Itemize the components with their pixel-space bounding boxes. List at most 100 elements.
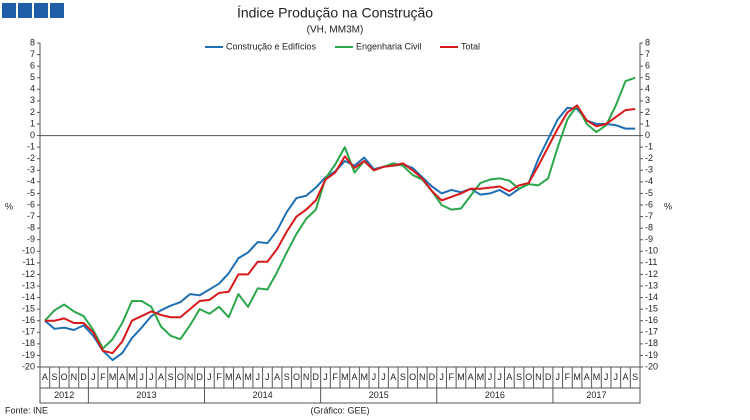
x-tick-label: J xyxy=(207,372,212,382)
x-tick-label: A xyxy=(506,372,512,382)
year-label: 2015 xyxy=(369,390,389,400)
y2-tick-label: -5 xyxy=(645,188,653,198)
x-tick-label: J xyxy=(139,372,144,382)
y-tick-label: -1 xyxy=(27,142,35,152)
x-tick-label: A xyxy=(42,372,48,382)
x-tick-label: S xyxy=(168,372,174,382)
x-tick-label: J xyxy=(381,372,386,382)
y2-tick-label: -13 xyxy=(645,280,658,290)
x-tick-label: J xyxy=(255,372,260,382)
x-tick-label: J xyxy=(149,372,154,382)
y2-tick-label: -12 xyxy=(645,269,658,279)
legend-label: Construção e Edifícios xyxy=(226,41,317,51)
y-tick-label: -9 xyxy=(27,234,35,244)
y2-tick-label: 0 xyxy=(645,130,650,140)
y-tick-label: 7 xyxy=(30,49,35,59)
logo-square xyxy=(18,3,32,18)
chart-title: Índice Produção na Construção xyxy=(237,5,433,21)
y2-tick-label: 8 xyxy=(645,37,650,47)
x-tick-label: A xyxy=(274,372,280,382)
y-tick-label: -12 xyxy=(22,269,35,279)
x-tick-label: O xyxy=(293,372,300,382)
x-tick-label: A xyxy=(119,372,125,382)
x-tick-label: M xyxy=(341,372,349,382)
x-tick-label: M xyxy=(477,372,485,382)
y-tick-label: -15 xyxy=(22,304,35,314)
x-tick-label: J xyxy=(439,372,444,382)
x-tick-label: F xyxy=(216,372,222,382)
y-tick-label: -2 xyxy=(27,153,35,163)
x-tick-label: M xyxy=(109,372,117,382)
logo-square xyxy=(34,3,48,18)
y-tick-label: -17 xyxy=(22,327,35,337)
y2-tick-label: -11 xyxy=(645,257,657,267)
y2-tick-label: -8 xyxy=(645,223,653,233)
y2-tick-label: -14 xyxy=(645,292,658,302)
y-tick-label: -16 xyxy=(22,315,35,325)
logo-square xyxy=(2,3,16,18)
x-tick-label: J xyxy=(488,372,493,382)
y-tick-label: 0 xyxy=(30,130,35,140)
y2-tick-label: -19 xyxy=(645,350,658,360)
series-line xyxy=(44,106,636,362)
x-tick-label: D xyxy=(545,372,552,382)
source: Fonte: INE xyxy=(5,405,48,415)
y2-tick-label: -10 xyxy=(645,246,658,256)
x-tick-label: D xyxy=(313,372,320,382)
year-label: 2014 xyxy=(253,390,273,400)
x-tick-label: J xyxy=(265,372,270,382)
y2-tick-label: -17 xyxy=(645,327,658,337)
y-tick-label: 4 xyxy=(30,84,35,94)
x-tick-label: S xyxy=(400,372,406,382)
y2-tick-label: -1 xyxy=(645,142,653,152)
y-tick-label: 2 xyxy=(30,107,35,117)
x-tick-label: F xyxy=(332,372,338,382)
y2-tick-label: -18 xyxy=(645,338,658,348)
x-tick-label: O xyxy=(409,372,416,382)
chart-subtitle: (VH, MM3M) xyxy=(307,25,364,36)
x-tick-label: S xyxy=(516,372,522,382)
year-label: 2017 xyxy=(586,390,606,400)
x-tick-label: J xyxy=(323,372,328,382)
y-tick-label: -14 xyxy=(22,292,35,302)
y2-tick-label: -6 xyxy=(645,199,653,209)
x-tick-label: J xyxy=(604,372,609,382)
x-tick-label: M xyxy=(573,372,581,382)
series-line xyxy=(44,76,636,350)
y-tick-label: -19 xyxy=(22,350,35,360)
x-tick-label: D xyxy=(429,372,436,382)
y-tick-label: -3 xyxy=(27,165,35,175)
y2-tick-label: 5 xyxy=(645,72,650,82)
x-tick-label: O xyxy=(61,372,68,382)
x-tick-label: N xyxy=(303,372,310,382)
y-tick-label: 6 xyxy=(30,61,35,71)
y-tick-label: -5 xyxy=(27,188,35,198)
x-tick-label: A xyxy=(158,372,164,382)
y2-tick-label: -16 xyxy=(645,315,658,325)
x-tick-label: O xyxy=(177,372,184,382)
x-tick-label: F xyxy=(449,372,455,382)
y-tick-label: 5 xyxy=(30,72,35,82)
legend-label: Engenharia Civil xyxy=(356,41,422,51)
x-tick-label: J xyxy=(372,372,377,382)
x-tick-label: S xyxy=(52,372,58,382)
x-tick-label: J xyxy=(497,372,502,382)
y2-tick-label: -3 xyxy=(645,165,653,175)
year-label: 2016 xyxy=(485,390,505,400)
x-tick-label: M xyxy=(225,372,233,382)
x-tick-label: M xyxy=(457,372,465,382)
x-tick-label: J xyxy=(91,372,96,382)
x-tick-label: A xyxy=(352,372,358,382)
y-tick-label: -13 xyxy=(22,280,35,290)
x-tick-label: J xyxy=(555,372,560,382)
x-tick-label: D xyxy=(196,372,203,382)
y-tick-label: -7 xyxy=(27,211,35,221)
y-tick-label: -4 xyxy=(27,176,35,186)
series-line xyxy=(44,104,636,355)
x-tick-label: D xyxy=(80,372,87,382)
y-tick-label: -8 xyxy=(27,223,35,233)
x-tick-label: O xyxy=(525,372,532,382)
y-tick-label: -18 xyxy=(22,338,35,348)
y2-tick-label: 4 xyxy=(645,84,650,94)
x-tick-label: S xyxy=(284,372,290,382)
